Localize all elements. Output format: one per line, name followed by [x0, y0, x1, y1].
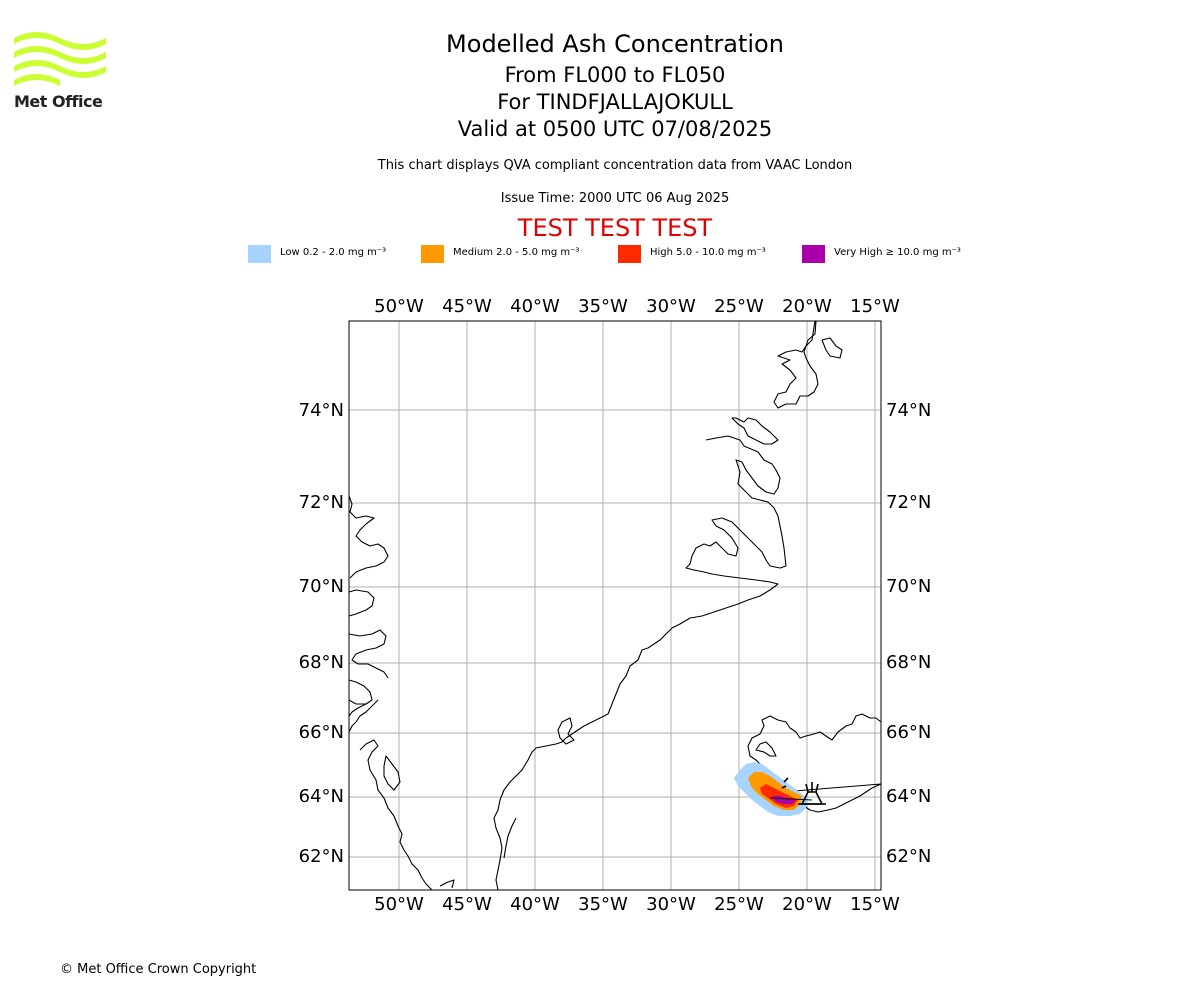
- met-office-logo: Met Office: [14, 30, 106, 112]
- lat-tick-right-64n: 64°N: [886, 786, 931, 807]
- test-banner: TEST TEST TEST: [517, 214, 713, 242]
- lat-tick-right-68n: 68°N: [886, 652, 931, 673]
- chart-title: Modelled Ash Concentration: [446, 30, 784, 58]
- latitude-labels-left: 74°N 72°N 70°N 68°N 66°N 64°N 62°N: [299, 400, 344, 867]
- volcano-name: For TINDFJALLAJOKULL: [497, 90, 733, 114]
- lon-tick-top-45w: 45°W: [442, 296, 492, 317]
- lon-tick-bottom-40w: 40°W: [510, 894, 560, 915]
- greenland-west-coast: [348, 495, 455, 891]
- concentration-legend: Low 0.2 - 2.0 mg m⁻³ Medium 2.0 - 5.0 mg…: [0, 244, 1200, 264]
- chart-description: This chart displays QVA compliant concen…: [377, 158, 853, 173]
- lon-tick-top-50w: 50°W: [374, 296, 424, 317]
- lat-tick-right-74n: 74°N: [886, 400, 931, 421]
- coastlines: [348, 320, 882, 891]
- map-grid: [349, 321, 881, 890]
- latitude-labels-right: 74°N 72°N 70°N 68°N 66°N 64°N 62°N: [886, 400, 931, 867]
- lon-tick-bottom-35w: 35°W: [578, 894, 628, 915]
- flight-level-range: From FL000 to FL050: [504, 63, 726, 87]
- lon-tick-top-35w: 35°W: [578, 296, 628, 317]
- lat-tick-left-74n: 74°N: [299, 400, 344, 421]
- longitude-labels-bottom: 50°W 45°W 40°W 35°W 30°W 25°W 20°W 15°W: [374, 894, 900, 915]
- legend-swatch-very-high: [802, 245, 825, 263]
- copyright-notice: © Met Office Crown Copyright: [60, 962, 257, 977]
- legend-label-low: Low 0.2 - 2.0 mg m⁻³: [280, 247, 387, 258]
- lon-tick-bottom-45w: 45°W: [442, 894, 492, 915]
- logo-text: Met Office: [14, 92, 103, 111]
- ash-concentration-contours: [734, 762, 813, 816]
- lat-tick-left-64n: 64°N: [299, 786, 344, 807]
- greenland-fjord-b: [503, 817, 517, 859]
- lon-tick-top-15w: 15°W: [850, 296, 900, 317]
- lon-tick-top-30w: 30°W: [646, 296, 696, 317]
- lon-tick-bottom-25w: 25°W: [714, 894, 764, 915]
- lon-tick-bottom-50w: 50°W: [374, 894, 424, 915]
- lat-tick-right-66n: 66°N: [886, 722, 931, 743]
- lon-tick-top-20w: 20°W: [782, 296, 832, 317]
- legend-label-high: High 5.0 - 10.0 mg m⁻³: [650, 247, 766, 258]
- lon-tick-top-40w: 40°W: [510, 296, 560, 317]
- lat-tick-left-68n: 68°N: [299, 652, 344, 673]
- lat-tick-right-62n: 62°N: [886, 846, 931, 867]
- volcano-icon: [781, 777, 826, 805]
- longitude-labels-top: 50°W 45°W 40°W 35°W 30°W 25°W 20°W 15°W: [374, 296, 900, 317]
- greenland-east-coast: [493, 320, 843, 891]
- map-frame: [348, 320, 882, 891]
- greenland-fjord-a: [557, 717, 575, 745]
- lon-tick-top-25w: 25°W: [714, 296, 764, 317]
- legend-swatch-medium: [421, 245, 444, 263]
- valid-time: Valid at 0500 UTC 07/08/2025: [457, 117, 773, 141]
- legend-label-very-high: Very High ≥ 10.0 mg m⁻³: [834, 247, 961, 258]
- issue-time: Issue Time: 2000 UTC 06 Aug 2025: [500, 191, 730, 206]
- legend-swatch-low: [248, 245, 271, 263]
- lon-tick-bottom-15w: 15°W: [850, 894, 900, 915]
- lat-tick-left-70n: 70°N: [299, 576, 344, 597]
- legend-label-medium: Medium 2.0 - 5.0 mg m⁻³: [453, 247, 580, 258]
- lat-tick-right-72n: 72°N: [886, 492, 931, 513]
- met-office-wave-icon: [14, 32, 106, 86]
- lat-tick-left-66n: 66°N: [299, 722, 344, 743]
- legend-swatch-high: [618, 245, 641, 263]
- lat-tick-left-62n: 62°N: [299, 846, 344, 867]
- lon-tick-bottom-20w: 20°W: [782, 894, 832, 915]
- lat-tick-left-72n: 72°N: [299, 492, 344, 513]
- lat-tick-right-70n: 70°N: [886, 576, 931, 597]
- lon-tick-bottom-30w: 30°W: [646, 894, 696, 915]
